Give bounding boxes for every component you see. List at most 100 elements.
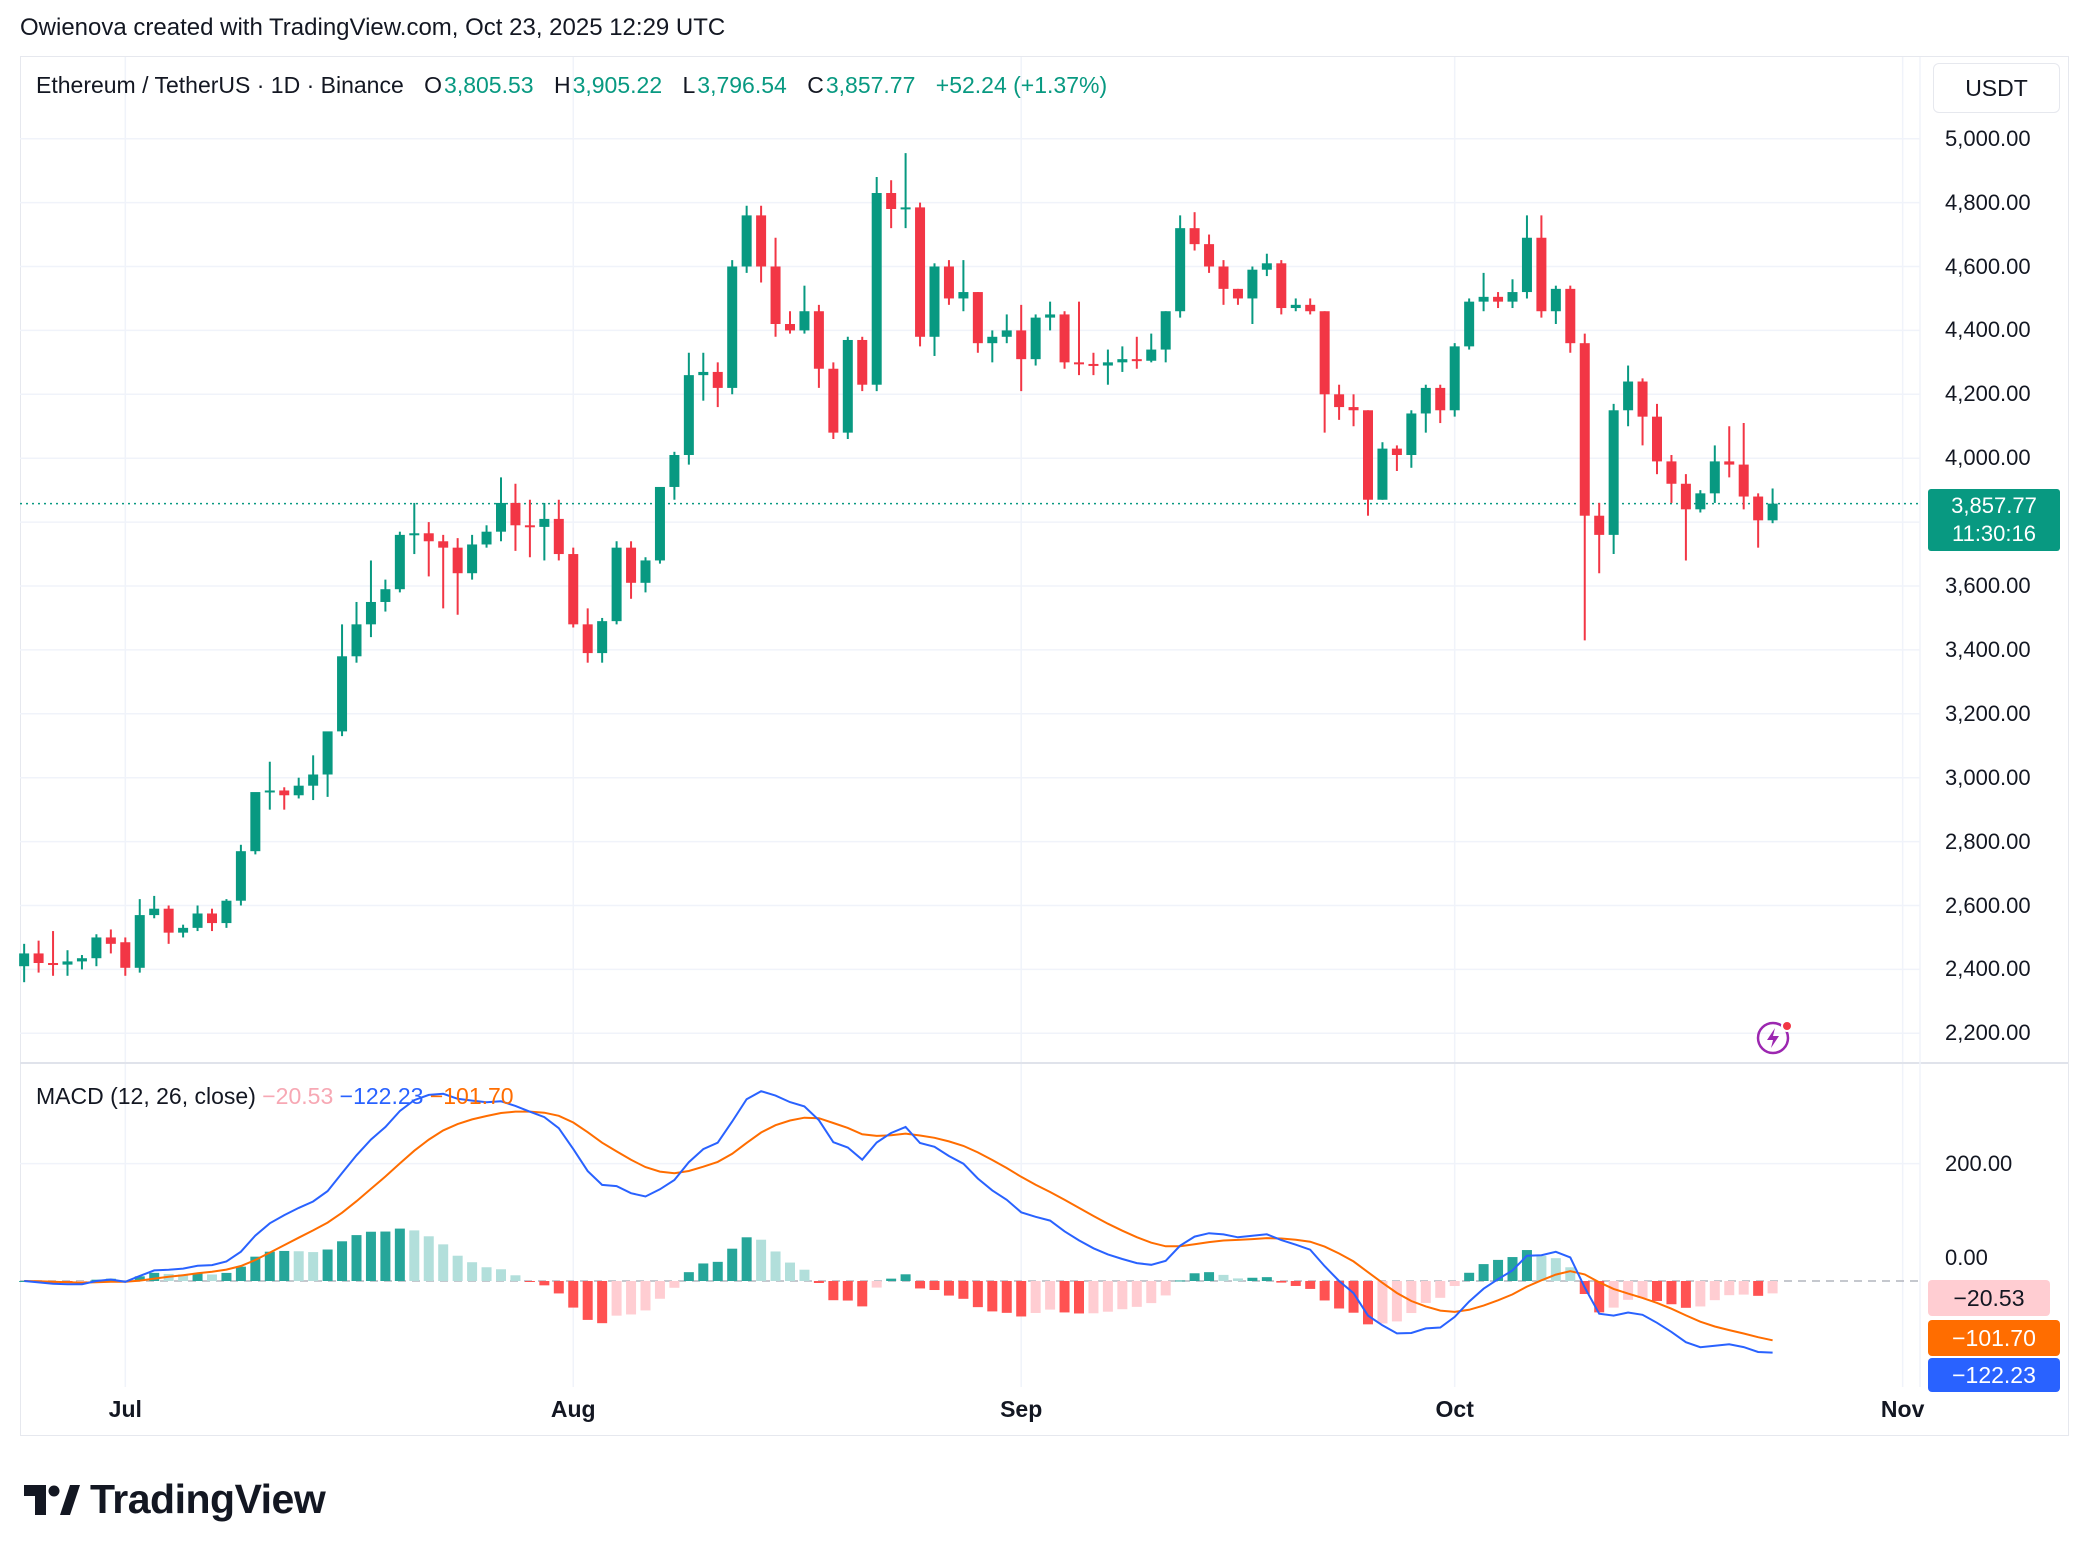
candle-body bbox=[264, 790, 275, 793]
candle bbox=[1045, 301, 1056, 331]
candle bbox=[1146, 333, 1157, 363]
lightning-icon[interactable] bbox=[1755, 1018, 1795, 1063]
candle-body bbox=[48, 963, 59, 966]
candle-body bbox=[105, 937, 116, 944]
candle-body bbox=[1276, 263, 1287, 309]
candle-body bbox=[1565, 288, 1576, 344]
macd-histogram-bar bbox=[394, 1228, 405, 1281]
candle-body bbox=[972, 292, 983, 344]
time-axis-label: Oct bbox=[1435, 1396, 1474, 1422]
candle bbox=[1680, 474, 1691, 561]
macd-line-value: −122.23 bbox=[339, 1083, 424, 1109]
macd-histogram-bar bbox=[1175, 1280, 1186, 1282]
candle bbox=[365, 560, 376, 638]
candle-body bbox=[1131, 359, 1142, 362]
candle bbox=[221, 899, 232, 928]
macd-histogram-bar bbox=[1016, 1281, 1027, 1317]
macd-histogram-bar bbox=[1088, 1281, 1099, 1314]
macd-histogram-bar bbox=[1102, 1281, 1113, 1312]
candle bbox=[1377, 442, 1388, 500]
symbol-title[interactable]: Ethereum / TetherUS · 1D · Binance bbox=[36, 72, 404, 98]
candle bbox=[799, 285, 810, 334]
candle bbox=[770, 237, 781, 337]
candle-body bbox=[1652, 416, 1662, 462]
price-axis-label: 3,000.00 bbox=[1945, 764, 2031, 790]
macd-histogram-bar bbox=[828, 1281, 839, 1301]
candle bbox=[409, 502, 420, 555]
candle-body bbox=[337, 656, 348, 732]
macd-histogram-bar bbox=[1391, 1281, 1402, 1322]
candle-body bbox=[1232, 288, 1243, 299]
candle-body bbox=[1521, 237, 1532, 293]
logo-text: TradingView bbox=[90, 1476, 326, 1522]
macd-histogram-bar bbox=[1204, 1272, 1215, 1281]
candle bbox=[322, 731, 333, 797]
candle bbox=[972, 292, 983, 353]
macd-histogram-bar bbox=[756, 1239, 767, 1281]
macd-histogram-bar bbox=[1218, 1274, 1229, 1281]
bar-countdown: 11:30:16 bbox=[1951, 521, 2036, 546]
candle bbox=[1305, 298, 1316, 315]
candle bbox=[1131, 336, 1142, 369]
candle bbox=[1030, 314, 1041, 366]
candle bbox=[1247, 266, 1258, 325]
macd-histogram-bar bbox=[510, 1275, 521, 1281]
macd-histogram-bar bbox=[813, 1281, 824, 1283]
candle bbox=[813, 304, 824, 388]
candle-body bbox=[770, 266, 781, 325]
macd-histogram-bar bbox=[1189, 1273, 1200, 1281]
candle-body bbox=[987, 336, 998, 344]
candle bbox=[640, 557, 651, 593]
candle bbox=[337, 624, 348, 737]
price-axis-label: 2,600.00 bbox=[1945, 892, 2031, 918]
candle-body bbox=[1724, 461, 1735, 465]
candle bbox=[1493, 292, 1504, 309]
grid bbox=[20, 57, 2068, 1387]
candle-body bbox=[1666, 461, 1677, 484]
current-price-value: 3,857.77 bbox=[1951, 493, 2037, 518]
macd-axis-label: 0.00 bbox=[1945, 1245, 1988, 1270]
candle bbox=[929, 263, 940, 356]
macd-axis-label: 200.00 bbox=[1945, 1151, 2013, 1176]
currency-button[interactable]: USDT bbox=[1933, 63, 2060, 113]
price-axis-label: 5,000.00 bbox=[1945, 125, 2031, 151]
candle bbox=[1016, 304, 1027, 392]
candle-body bbox=[207, 913, 217, 924]
candle-body bbox=[308, 774, 319, 786]
candle-body bbox=[1449, 346, 1460, 411]
candle bbox=[1652, 403, 1662, 475]
macd-title[interactable]: MACD (12, 26, close) bbox=[36, 1083, 256, 1109]
candle bbox=[1348, 394, 1359, 427]
macd-histogram-bar bbox=[1724, 1281, 1735, 1296]
candle-body bbox=[654, 486, 665, 561]
macd-histogram-bar bbox=[1608, 1281, 1619, 1308]
macd-histogram-bar bbox=[1001, 1281, 1012, 1313]
low-value: 3,796.54 bbox=[697, 72, 787, 98]
candle bbox=[597, 617, 608, 663]
tradingview-logo[interactable]: TradingView bbox=[24, 1476, 326, 1523]
candle-body bbox=[929, 266, 940, 337]
candle-body bbox=[1594, 515, 1605, 535]
candle bbox=[1204, 234, 1215, 273]
candle-body bbox=[1406, 413, 1417, 456]
candle bbox=[756, 205, 767, 283]
macd-signal-line bbox=[24, 1110, 1773, 1342]
price-axis-label: 4,200.00 bbox=[1945, 381, 2031, 407]
candle-body bbox=[1247, 269, 1258, 299]
macd-histogram-bar bbox=[886, 1278, 897, 1281]
candle-body bbox=[221, 900, 232, 924]
macd-histogram-bar bbox=[192, 1273, 203, 1281]
macd-histogram-bar bbox=[1030, 1281, 1041, 1313]
candle-body bbox=[163, 908, 174, 933]
candle bbox=[871, 177, 882, 392]
macd-histogram-bar bbox=[785, 1262, 795, 1281]
candle bbox=[1088, 352, 1099, 376]
candle bbox=[1189, 212, 1200, 251]
candle bbox=[1218, 260, 1229, 305]
candle-body bbox=[134, 915, 145, 968]
macd-signal-value: −101.70 bbox=[429, 1083, 514, 1109]
candle bbox=[1406, 410, 1417, 468]
candle-body bbox=[626, 547, 637, 583]
candle-body bbox=[120, 942, 131, 968]
